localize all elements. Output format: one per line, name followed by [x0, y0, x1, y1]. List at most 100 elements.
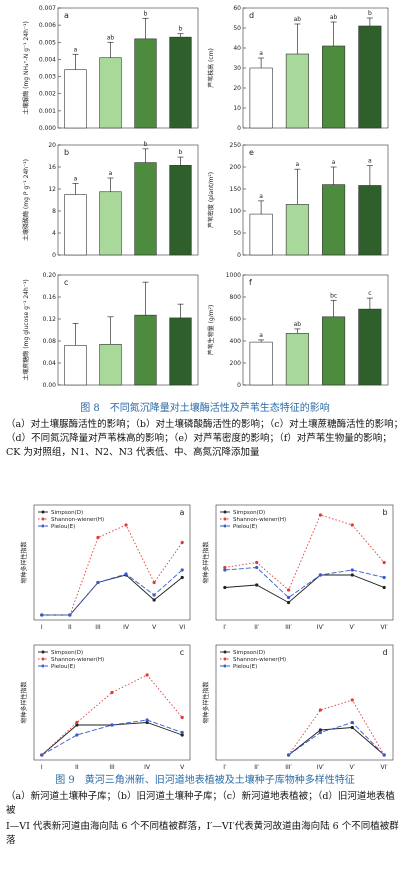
- point: [152, 580, 156, 585]
- y-tick-label: 60: [233, 5, 241, 12]
- y-tick-label: 0.001: [39, 108, 56, 115]
- x-tick-label: II: [68, 624, 72, 631]
- y-tick-label: 0.04: [43, 360, 57, 367]
- legend-marker: [223, 524, 227, 528]
- legend-marker: [223, 664, 227, 668]
- legend-label: Simpson(D): [51, 510, 83, 516]
- panel-label: d: [382, 648, 387, 657]
- legend-label: Pielou(E): [51, 524, 75, 530]
- bar: [322, 316, 346, 386]
- x-tick-label: III: [95, 624, 101, 631]
- legend-marker: [41, 517, 45, 521]
- y-tick-label: 600: [230, 316, 242, 323]
- y-tick-label: 200: [230, 164, 242, 171]
- point: [318, 730, 323, 735]
- point: [180, 540, 184, 545]
- bar: [358, 185, 382, 256]
- y-tick-label: 0.004: [39, 56, 56, 63]
- point: [255, 583, 259, 587]
- x-tick-label: IV′: [317, 764, 325, 771]
- y-axis-label: 物种多样性指数: [202, 541, 210, 583]
- point: [75, 723, 79, 727]
- legend-label: Shannon-wiener(H): [51, 657, 104, 663]
- y-tick-label: 0.12: [43, 316, 57, 323]
- series-line: [41, 722, 183, 756]
- bar: [358, 25, 382, 129]
- point: [96, 580, 100, 585]
- bar: [99, 57, 122, 129]
- x-tick-label: IV: [123, 624, 130, 631]
- panel-label: d: [249, 11, 254, 20]
- y-axis-label: 芦苇株高 (cm): [207, 48, 215, 88]
- y-tick-label: 0.16: [43, 294, 57, 301]
- bar: [134, 162, 157, 256]
- legend-marker: [41, 664, 45, 668]
- legend-marker: [223, 657, 227, 661]
- y-tick-label: 0.00: [43, 382, 57, 389]
- point: [350, 573, 354, 577]
- x-tick-label: IV′: [317, 624, 325, 631]
- significance-letter: b: [144, 141, 148, 148]
- point: [286, 753, 291, 757]
- point: [350, 568, 354, 572]
- y-tick-label: 0.000: [39, 125, 56, 132]
- point: [110, 690, 114, 695]
- x-tick-label: I: [41, 764, 43, 771]
- x-tick-label: II′: [254, 624, 260, 631]
- y-tick-label: 50: [233, 230, 241, 237]
- x-tick-label: I′: [223, 624, 227, 631]
- bar: [99, 343, 122, 386]
- x-tick-label: II: [75, 764, 79, 771]
- point: [318, 708, 323, 712]
- plot-frame: [215, 644, 394, 761]
- bar: [64, 69, 87, 129]
- point: [382, 575, 386, 580]
- figure-note: I—VI 代表新河道由海向陆 6 个不同植被群落，I′—VI′代表黄河故道由海向…: [6, 821, 399, 846]
- point: [180, 575, 184, 580]
- point: [223, 568, 227, 572]
- significance-letter: a: [259, 332, 263, 339]
- panel-label: e: [249, 148, 254, 157]
- point: [350, 720, 354, 725]
- x-tick-label: II′: [254, 764, 260, 771]
- x-tick-label: V′: [350, 764, 356, 771]
- y-tick-label: 16: [48, 164, 56, 171]
- point: [223, 585, 227, 590]
- point: [180, 715, 184, 720]
- y-tick-label: 12: [48, 186, 56, 193]
- y-axis-label: 物种多样性指数: [20, 681, 28, 723]
- point: [382, 560, 386, 565]
- plot-frame: [57, 144, 199, 256]
- series-line: [288, 699, 385, 756]
- bar: [169, 317, 192, 386]
- y-tick-label: 30: [233, 65, 241, 72]
- significance-letter: ab: [294, 321, 302, 328]
- y-tick-label: 0: [237, 125, 241, 132]
- panel-label: b: [64, 148, 69, 157]
- bar: [322, 45, 346, 129]
- legend-marker: [41, 524, 45, 528]
- plot-frame: [33, 504, 191, 621]
- x-tick-label: V′: [350, 624, 356, 631]
- y-tick-label: 0.20: [43, 272, 57, 279]
- x-tick-label: I: [41, 624, 43, 631]
- point: [124, 572, 128, 576]
- point: [75, 733, 79, 737]
- point: [145, 673, 149, 677]
- significance-letter: b: [179, 26, 183, 33]
- point: [286, 600, 291, 605]
- point: [180, 568, 184, 572]
- legend-label: Shannon-wiener(H): [233, 517, 286, 523]
- y-axis-label: 芦苇密度 (plant/m²): [207, 172, 215, 228]
- y-tick-label: 1000: [226, 272, 241, 279]
- point: [382, 585, 386, 590]
- legend-label: Simpson(D): [233, 510, 265, 516]
- y-axis-label: 物种多样性指数: [202, 681, 210, 723]
- plot-frame: [33, 644, 191, 761]
- point: [318, 573, 323, 577]
- figure-note: （a）对土壤脲酶活性的影响；（b）对土壤磷酸酶活性的影响；（c）对土壤蔗糖酶活性…: [6, 419, 404, 458]
- legend-label: Pielou(E): [51, 664, 75, 670]
- point: [318, 513, 323, 517]
